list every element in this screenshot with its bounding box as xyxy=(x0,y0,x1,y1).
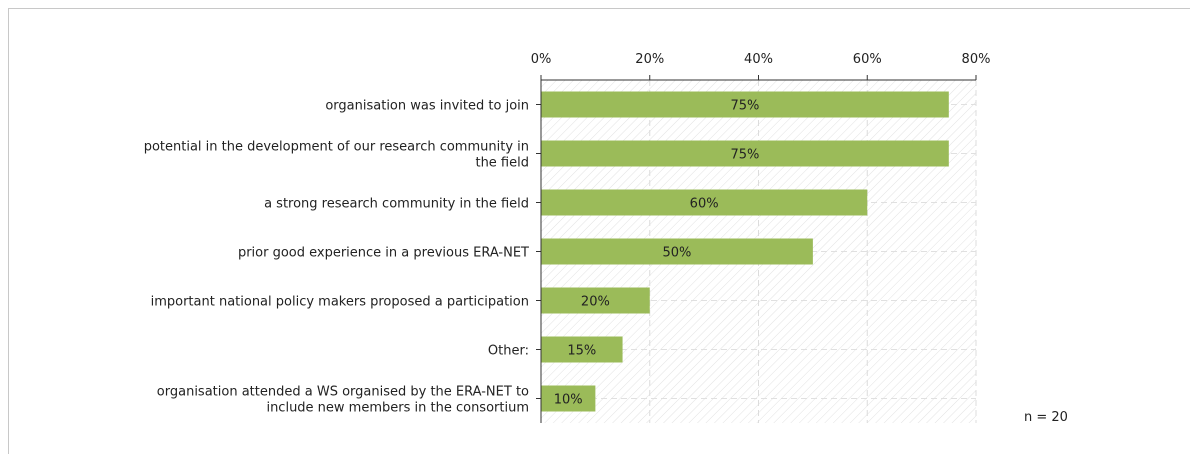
tick-label: 0% xyxy=(531,52,552,67)
tick-label: 40% xyxy=(744,52,773,67)
bars xyxy=(541,91,949,412)
tick-label: 60% xyxy=(853,52,882,67)
bar xyxy=(541,385,596,412)
bar xyxy=(541,189,868,216)
data-label: 20% xyxy=(581,295,610,310)
bar xyxy=(541,336,623,363)
tick-label: 80% xyxy=(962,52,991,67)
bar xyxy=(541,238,813,265)
data-label: 15% xyxy=(567,344,596,359)
data-label: 75% xyxy=(730,99,759,114)
labels: 0% 20% 40% 60% 80% 75% organisation was invite… xyxy=(144,52,991,416)
category-label: Other: xyxy=(488,344,529,359)
bar xyxy=(541,287,650,314)
chart-frame xyxy=(8,8,1190,454)
axes xyxy=(536,75,977,423)
category-label: important national policy makers propose… xyxy=(151,295,529,310)
tick-label: 20% xyxy=(635,52,664,67)
data-label: 50% xyxy=(662,246,691,261)
category-label: organisation attended a WS organised by … xyxy=(157,385,529,400)
bar xyxy=(541,140,949,167)
bar xyxy=(541,91,949,118)
category-label: prior good experience in a previous ERA-… xyxy=(238,246,529,261)
category-label: the field xyxy=(475,156,529,171)
category-label: potential in the development of our rese… xyxy=(144,140,529,155)
category-label: a strong research community in the field xyxy=(264,197,529,212)
category-label: organisation was invited to join xyxy=(325,99,529,114)
data-label: 10% xyxy=(554,393,583,408)
category-label: include new members in the consortium xyxy=(266,401,529,416)
data-label: 60% xyxy=(690,197,719,212)
data-label: 75% xyxy=(730,148,759,163)
sample-size-label: n = 20 xyxy=(1024,410,1068,425)
